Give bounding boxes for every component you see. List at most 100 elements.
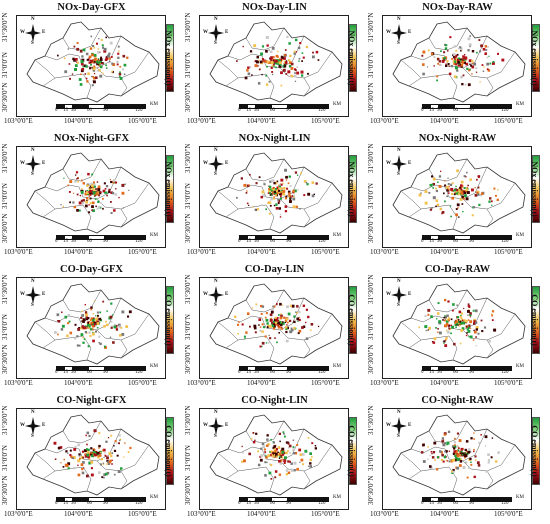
emission-cell <box>446 330 450 334</box>
emission-cell <box>422 50 426 54</box>
scale-label: 120 <box>135 370 143 375</box>
emission-cell <box>268 334 270 337</box>
latitude-tick-label: 31°30'0"N <box>1 12 9 42</box>
scale-label: 120 <box>318 108 326 113</box>
emission-cell <box>268 201 272 204</box>
emission-cell <box>464 194 467 197</box>
emission-cell <box>117 323 121 327</box>
emission-cell <box>274 188 277 191</box>
emission-cell <box>78 209 81 212</box>
district-boundary <box>62 289 102 313</box>
emission-cell <box>432 182 435 186</box>
scale-label: 120 <box>501 108 509 113</box>
emission-cell <box>479 50 482 53</box>
emission-cell <box>273 63 275 66</box>
emission-cell <box>298 316 300 318</box>
emission-cell <box>258 324 260 326</box>
emission-cell <box>466 451 468 453</box>
emission-cell <box>454 321 458 324</box>
emission-cell <box>475 325 479 329</box>
emission-cell <box>444 344 448 347</box>
emission-cell <box>269 318 273 322</box>
emission-cell <box>431 456 435 459</box>
district-boundary <box>82 204 92 230</box>
emission-cell <box>246 184 250 187</box>
emission-cell <box>88 55 92 59</box>
emission-cell <box>90 467 93 470</box>
latitude-tick-label: 30°30'0"N <box>367 82 375 112</box>
emission-cell <box>80 463 84 466</box>
emission-cell <box>468 43 472 47</box>
emission-cell <box>98 69 101 72</box>
emission-cell <box>460 447 464 451</box>
emission-cell <box>90 328 93 331</box>
scale-label: 90 <box>103 370 108 375</box>
emission-cell <box>280 183 283 186</box>
emission-cell <box>431 175 434 178</box>
compass-w-label: W <box>203 423 208 428</box>
emission-cell <box>63 177 65 179</box>
emission-cell <box>472 62 474 65</box>
emission-cell <box>469 45 471 48</box>
district-boundary <box>486 470 494 490</box>
emission-cell <box>81 179 83 182</box>
emission-cell <box>266 60 270 64</box>
latitude-tick-label: 31°0'0"N <box>1 445 9 471</box>
emission-cell <box>438 320 442 324</box>
emission-cell <box>257 82 261 85</box>
map-frame <box>16 15 166 117</box>
emission-cell <box>477 464 481 467</box>
district-boundary <box>400 59 422 79</box>
emission-cell <box>283 462 286 464</box>
emission-cell <box>268 471 272 475</box>
emission-cell <box>483 66 485 68</box>
emission-cell <box>278 432 281 435</box>
emission-cell <box>272 305 274 308</box>
longitude-tick-label: 103°0'0"E <box>187 510 216 518</box>
emission-cell <box>276 59 280 63</box>
emission-cell <box>420 192 422 194</box>
emission-cell <box>289 185 292 187</box>
emission-cell <box>280 56 284 60</box>
emission-cell <box>92 186 94 188</box>
emission-cell <box>278 460 281 463</box>
emission-cell <box>274 194 277 197</box>
emission-cell <box>285 330 288 334</box>
emission-cell <box>77 473 81 477</box>
emission-cell <box>483 326 487 329</box>
emission-cell <box>65 464 69 467</box>
emission-cell <box>464 448 467 452</box>
longitude-tick-label: 104°0'0"E <box>247 379 276 387</box>
emission-cell <box>431 341 434 343</box>
emission-cell <box>282 189 286 193</box>
emission-cell <box>286 326 289 330</box>
latitude-tick-label: 31°30'0"N <box>184 143 192 173</box>
emission-cell <box>444 180 446 182</box>
scale-bar: 0 15 30 60 90 120 KM <box>238 364 341 376</box>
emission-cell <box>79 457 81 460</box>
emission-cell <box>270 194 273 197</box>
emission-cell <box>450 324 452 327</box>
emission-cell <box>270 439 272 441</box>
emission-cell <box>460 180 464 184</box>
emission-cell <box>72 201 75 204</box>
emission-cell <box>452 458 456 462</box>
compass-n-label: N <box>214 148 218 153</box>
emission-cell <box>279 213 282 216</box>
emission-cell <box>448 319 450 322</box>
emission-cell <box>302 453 305 456</box>
emission-cell <box>432 196 436 200</box>
emission-cell <box>442 57 444 59</box>
emission-cell <box>289 54 292 58</box>
emission-cell <box>460 317 463 320</box>
emission-cell <box>453 445 457 449</box>
scale-label: 90 <box>469 370 474 375</box>
emission-cell <box>285 73 288 75</box>
scale-label: 30 <box>71 239 76 244</box>
emission-cell <box>311 456 313 458</box>
emission-cell <box>259 345 262 348</box>
emission-cell <box>277 62 280 66</box>
emission-cell <box>284 205 288 208</box>
emission-cell <box>284 435 286 438</box>
emission-cell <box>459 464 462 467</box>
